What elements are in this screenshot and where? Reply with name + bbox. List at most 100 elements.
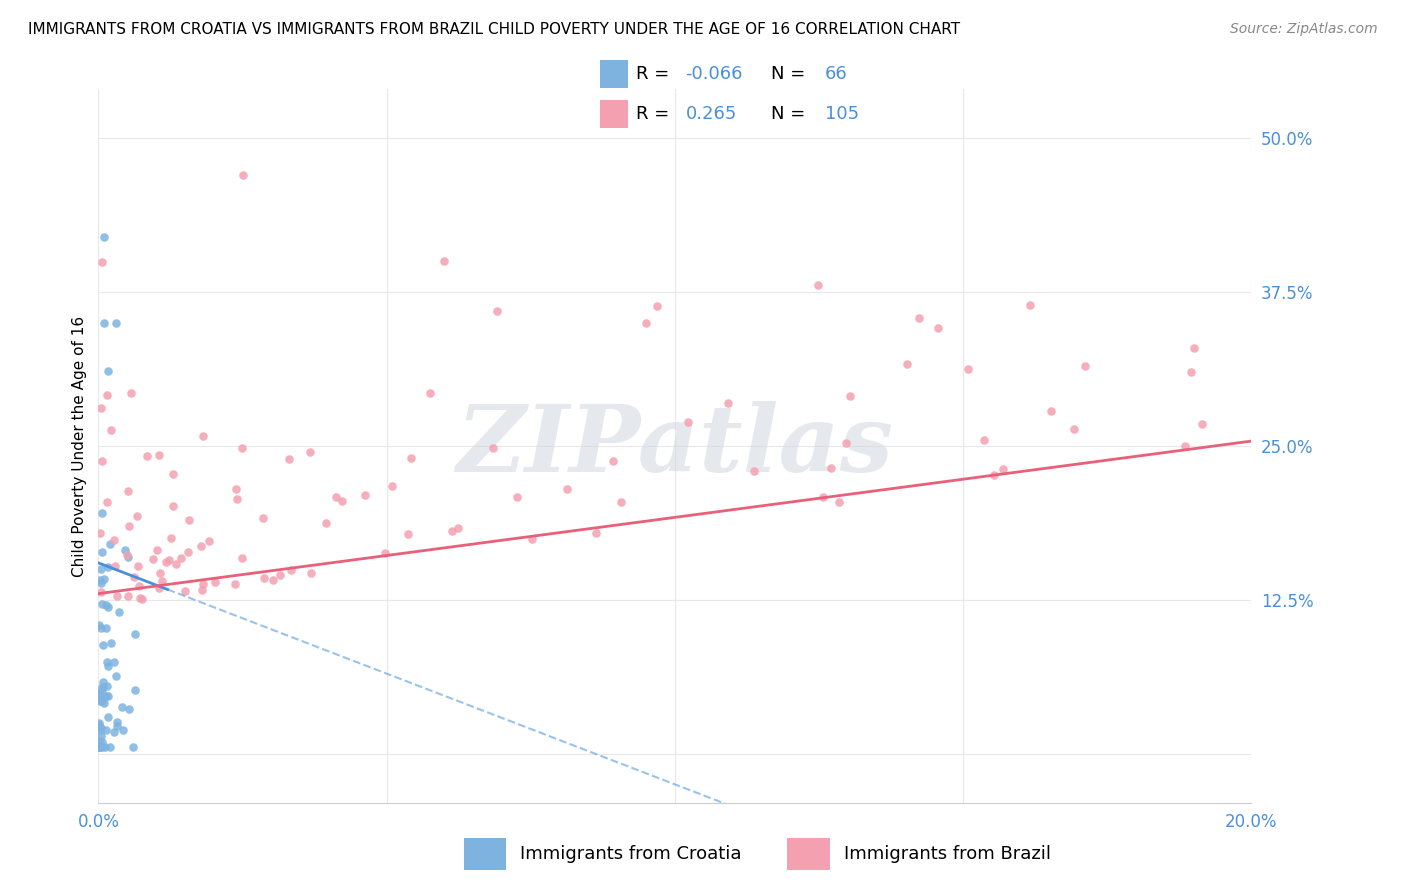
Point [89,687,111,701]
Point [127,558,149,573]
Point [839,389,862,403]
Point [827,495,849,509]
Point [93,696,115,710]
Point [170,551,193,566]
Text: Immigrants from Brazil: Immigrants from Brazil [844,845,1050,863]
Point [104,669,127,683]
Point [120,386,142,401]
Point [90,401,112,416]
Bar [600,100,628,128]
Point [103,655,125,669]
Point [419,386,441,401]
Bar [600,60,628,87]
Point [399,450,422,465]
Point [330,494,353,508]
Point [441,524,464,539]
Point [103,533,125,548]
Point [98,740,121,755]
Point [1074,359,1097,373]
Point [676,415,699,429]
Point [927,321,949,335]
Bar [464,838,506,870]
Point [90,621,112,635]
Point [93,572,115,586]
Point [148,582,170,596]
Point [231,169,254,183]
Point [100,636,122,650]
Point [90,561,112,575]
Point [231,550,253,565]
Text: R =: R = [637,64,669,83]
Point [252,511,274,525]
Point [97,364,120,378]
Point [97,600,120,615]
Point [506,491,529,505]
Text: ZIPatlas: ZIPatlas [457,401,893,491]
Point [162,467,184,482]
Point [89,526,111,541]
Point [93,316,115,330]
Point [179,513,201,527]
Point [165,558,187,572]
Point [94,723,117,737]
Point [105,589,128,603]
Point [97,689,120,703]
Text: N =: N = [770,64,806,83]
Point [122,569,145,583]
Point [96,679,118,693]
Point [645,300,668,314]
Point [609,494,631,508]
Point [896,358,918,372]
Point [1191,417,1213,432]
Point [114,542,136,557]
Point [91,638,114,652]
Point [983,467,1005,482]
Point [807,277,830,292]
Point [177,544,200,558]
Point [94,689,117,703]
Point [447,520,470,534]
Point [486,303,509,318]
Point [91,694,114,708]
Point [396,526,419,541]
Point [811,491,834,505]
Point [262,573,284,587]
Point [117,590,139,604]
Point [198,533,221,548]
Point [105,719,128,733]
Point [118,702,141,716]
Point [1180,365,1202,379]
Point [103,724,125,739]
Point [129,591,152,606]
Text: Source: ZipAtlas.com: Source: ZipAtlas.com [1230,22,1378,37]
Point [91,675,114,690]
Point [115,548,138,562]
Point [91,684,114,698]
Point [315,516,337,530]
Point [128,579,150,593]
Point [104,316,127,330]
Point [585,525,607,540]
Point [90,729,112,743]
Point [602,454,624,468]
Point [225,482,247,496]
Point [89,723,111,738]
Point [160,531,183,545]
Text: 105: 105 [824,104,859,123]
Point [94,622,117,636]
Point [124,683,146,698]
Point [87,740,110,755]
Point [1174,439,1197,453]
Point [224,577,246,591]
Point [301,566,323,580]
Point [89,740,111,755]
Point [225,491,247,506]
Point [117,550,139,565]
Point [278,452,301,467]
Point [105,714,128,729]
Point [555,482,578,496]
Point [108,605,131,619]
Point [433,254,456,268]
Text: IMMIGRANTS FROM CROATIA VS IMMIGRANTS FROM BRAZIL CHILD POVERTY UNDER THE AGE OF: IMMIGRANTS FROM CROATIA VS IMMIGRANTS FR… [28,22,960,37]
Point [1182,341,1205,355]
